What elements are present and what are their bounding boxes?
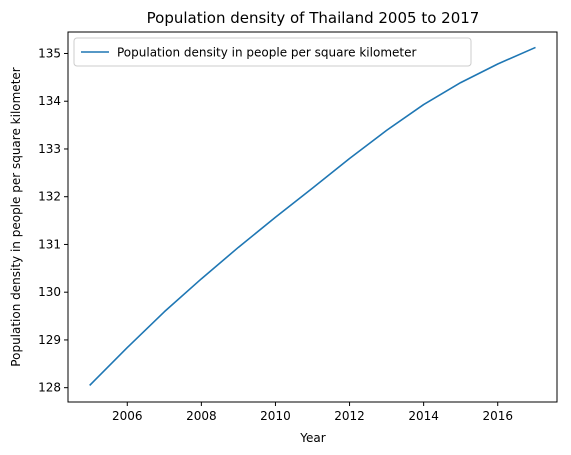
legend: Population density in people per square … xyxy=(73,37,472,67)
data-point xyxy=(164,311,166,313)
y-tick-label: 131 xyxy=(38,237,61,251)
chart-title: Population density of Thailand 2005 to 2… xyxy=(147,9,480,27)
y-tick-label: 129 xyxy=(38,333,61,347)
y-tick-label: 134 xyxy=(38,94,61,108)
plot-area: 2006 2008 2010 2012 2014 2016 128 129 130 131 132 1… xyxy=(38,46,536,423)
plot-frame xyxy=(67,31,558,403)
x-axis-label: Year xyxy=(299,431,325,445)
legend-box xyxy=(73,37,472,67)
data-point xyxy=(201,278,203,280)
x-tick-label: 2006 xyxy=(112,409,143,423)
data-point xyxy=(423,104,425,106)
y-axis-label: Population density in people per square … xyxy=(9,67,23,366)
x-tick-label: 2016 xyxy=(482,409,513,423)
x-tick-label: 2014 xyxy=(408,409,439,423)
data-point xyxy=(238,247,240,249)
data-point xyxy=(349,158,351,160)
x-tick-label: 2008 xyxy=(186,409,217,423)
data-point xyxy=(534,47,536,49)
x-tick-label: 2012 xyxy=(334,409,365,423)
y-tick-label: 130 xyxy=(38,285,61,299)
x-tick-label: 2010 xyxy=(260,409,291,423)
data-point xyxy=(126,347,128,349)
legend-label: Population density in people per square … xyxy=(117,46,416,60)
y-tick-label: 133 xyxy=(38,142,61,156)
data-point xyxy=(275,216,277,218)
series-line-0 xyxy=(89,46,536,386)
data-point xyxy=(497,63,499,65)
data-point xyxy=(312,187,314,189)
y-tick-label: 132 xyxy=(38,190,61,204)
data-point xyxy=(89,384,91,386)
data-point xyxy=(386,130,388,132)
data-point xyxy=(460,82,462,84)
y-tick-label: 128 xyxy=(38,381,61,395)
y-tick-label: 135 xyxy=(38,46,61,60)
